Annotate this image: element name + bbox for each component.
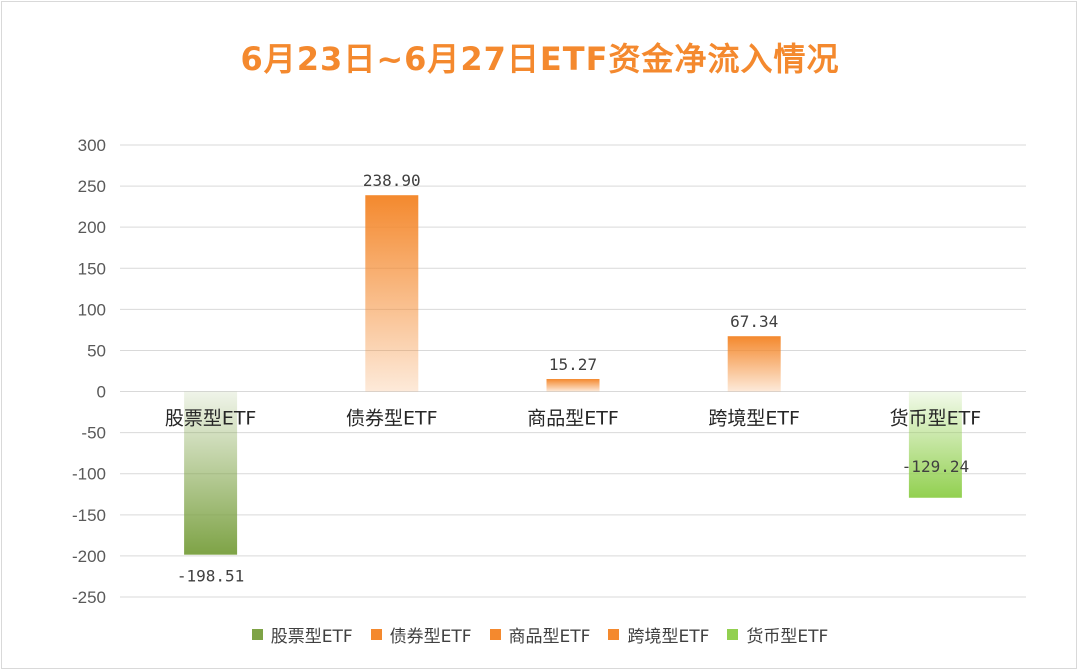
category-labels: 股票型ETF 债券型ETF 商品型ETF 跨境型ETF 货币型ETF	[165, 408, 981, 430]
data-label: 15.27	[549, 355, 597, 374]
y-tick-label: -100	[72, 465, 106, 484]
legend-label: 商品型ETF	[508, 627, 591, 647]
legend-item: 货币型ETF	[727, 622, 828, 647]
category-label: 商品型ETF	[527, 408, 619, 430]
legend: 股票型ETF 债券型ETF 商品型ETF 跨境型ETF 货币型ETF	[0, 622, 1080, 647]
chart-title: 6月23日~6月27日ETF资金净流入情况	[240, 40, 840, 78]
legend-item: 商品型ETF	[489, 622, 591, 647]
data-label: -129.24	[902, 457, 969, 476]
y-tick-label: 200	[78, 218, 106, 237]
bars	[184, 195, 962, 555]
category-label: 货币型ETF	[890, 408, 982, 430]
y-tick-label: 250	[78, 177, 106, 196]
y-tick-label: 300	[78, 136, 106, 155]
category-label: 债券型ETF	[346, 408, 438, 430]
legend-label: 股票型ETF	[270, 627, 353, 647]
data-label: 67.34	[730, 312, 778, 331]
legend-swatch	[370, 629, 382, 640]
y-tick-label: -250	[72, 588, 106, 607]
data-labels: -198.51 238.90 15.27 67.34 -129.24	[177, 171, 969, 585]
y-tick-label: 0	[97, 383, 106, 402]
legend-item: 股票型ETF	[251, 622, 353, 647]
legend-swatch	[251, 629, 263, 640]
bar-1	[184, 391, 238, 555]
bar-4	[727, 336, 781, 392]
legend-label: 债券型ETF	[389, 627, 472, 647]
y-tick-label: 100	[78, 300, 106, 319]
y-tick-label: -150	[72, 506, 106, 525]
legend-item: 债券型ETF	[370, 622, 472, 647]
bar-5	[908, 391, 962, 498]
legend-label: 跨境型ETF	[627, 627, 710, 647]
legend-label: 货币型ETF	[746, 627, 829, 647]
y-axis-ticks: 300 250 200 150 100 50 0 -50 -100 -150 -200 -250	[72, 136, 106, 607]
y-tick-label: 150	[78, 259, 106, 278]
y-tick-label: -50	[81, 424, 106, 443]
category-label: 跨境型ETF	[708, 408, 800, 430]
y-tick-label: 50	[87, 341, 106, 360]
data-label: 238.90	[363, 171, 421, 190]
legend-item: 跨境型ETF	[608, 622, 709, 647]
data-label: -198.51	[177, 567, 244, 586]
legend-swatch	[489, 629, 501, 640]
category-label: 股票型ETF	[165, 408, 257, 430]
y-tick-label: -200	[72, 547, 106, 566]
bar-3	[546, 378, 600, 392]
legend-swatch	[727, 629, 739, 640]
legend-swatch	[608, 629, 620, 640]
bar-2	[365, 195, 419, 392]
